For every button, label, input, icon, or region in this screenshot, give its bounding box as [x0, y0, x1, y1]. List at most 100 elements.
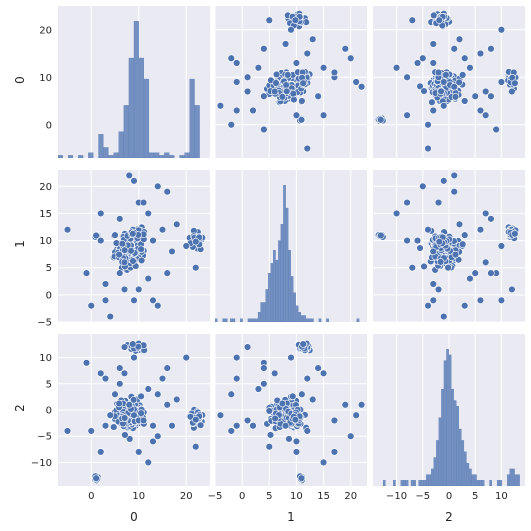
- scatter-point: [377, 116, 385, 124]
- histogram-bar: [426, 474, 429, 486]
- scatter-point: [419, 182, 427, 190]
- x-tick-label: 5: [472, 491, 478, 502]
- x-tick-label: 0: [239, 491, 245, 502]
- panel-content: [63, 339, 206, 485]
- scatter-point: [125, 401, 133, 409]
- scatter-point: [260, 364, 268, 372]
- scatter-point: [413, 59, 422, 67]
- scatter-point: [419, 54, 427, 62]
- scatter-point: [403, 73, 411, 81]
- panel-1-2: [373, 170, 525, 323]
- scatter-point: [130, 411, 138, 419]
- scatter-point: [461, 54, 469, 62]
- scatter-point: [82, 269, 91, 277]
- histogram-bar: [159, 155, 165, 158]
- scatter-point: [319, 458, 328, 467]
- scatter-point: [101, 374, 110, 383]
- y-axis-label-2: 2: [13, 404, 27, 412]
- scatter-point: [271, 369, 279, 378]
- histogram-bar: [517, 474, 520, 486]
- scatter-point: [168, 422, 176, 430]
- scatter-point: [450, 45, 458, 53]
- histogram-bar: [431, 468, 434, 486]
- histogram-bar: [405, 480, 409, 486]
- scatter-point: [260, 125, 268, 134]
- scatter-point: [144, 209, 152, 218]
- histogram-bar: [423, 480, 427, 486]
- histogram-bar: [262, 302, 266, 322]
- histogram-bar: [464, 451, 467, 486]
- panel-0-0: 0 10 20: [39, 6, 210, 158]
- x-tick-label: 20: [180, 491, 193, 502]
- scatter-point: [289, 89, 298, 98]
- scatter-point: [314, 364, 322, 372]
- histogram-bar: [103, 147, 109, 158]
- x-axis-label-1: 1: [287, 510, 295, 524]
- scatter-point: [442, 71, 450, 79]
- scatter-point: [129, 340, 137, 348]
- scatter-point: [97, 369, 105, 378]
- histogram-bar: [418, 480, 421, 486]
- scatter-point: [330, 416, 339, 425]
- scatter-point: [111, 390, 119, 398]
- scatter-point: [416, 244, 424, 252]
- scatter-point: [265, 407, 273, 415]
- scatter-point: [476, 49, 485, 58]
- panel-content: [63, 171, 206, 321]
- scatter-point: [357, 401, 366, 409]
- scatter-point: [511, 79, 519, 87]
- scatter-point: [319, 64, 328, 72]
- histogram-bar: [224, 318, 228, 322]
- histogram-bar: [128, 57, 134, 158]
- histogram-bar: [474, 474, 477, 486]
- y-tick-label: 0: [46, 290, 52, 301]
- histogram-bar: [149, 152, 155, 158]
- scatter-point: [233, 59, 241, 67]
- scatter-point: [149, 422, 157, 430]
- scatter-point: [192, 264, 200, 272]
- scatter-point: [137, 409, 145, 417]
- scatter-point: [154, 302, 162, 310]
- scatter-point: [243, 343, 252, 351]
- histogram-bar: [507, 474, 510, 486]
- scatter-point: [243, 73, 252, 81]
- scatter-point: [476, 296, 485, 304]
- scatter-point: [137, 256, 146, 265]
- scatter-point: [392, 64, 401, 72]
- scatter-point: [233, 422, 241, 430]
- scatter-point: [125, 435, 134, 443]
- scatter-point: [299, 340, 307, 348]
- histogram-bar: [283, 185, 286, 322]
- scatter-point: [192, 416, 200, 424]
- x-tick-label: 10: [495, 491, 508, 502]
- histogram-bar: [489, 480, 492, 486]
- histogram-bar: [278, 240, 281, 322]
- histogram-bar: [118, 131, 124, 158]
- scatter-point: [292, 59, 301, 67]
- histogram-bar: [448, 354, 452, 486]
- scatter-point: [476, 226, 485, 234]
- histogram-bar: [194, 105, 200, 158]
- histogram-bar: [67, 155, 74, 158]
- scatter-point: [149, 437, 157, 446]
- scatter-point: [115, 250, 123, 259]
- scatter-point: [192, 442, 200, 451]
- scatter-point: [450, 83, 458, 91]
- scatter-point: [487, 92, 495, 100]
- scatter-point: [298, 97, 306, 105]
- histogram-bar: [169, 155, 175, 158]
- scatter-point: [420, 87, 428, 95]
- histogram-bar: [108, 155, 114, 158]
- scatter-point: [135, 448, 143, 456]
- scatter-point: [106, 312, 114, 321]
- histogram-bar: [260, 302, 263, 322]
- histogram-bar: [232, 318, 236, 322]
- histogram-bar: [123, 105, 129, 158]
- scatter-point: [429, 296, 437, 304]
- scatter-point: [377, 231, 385, 240]
- x-axis-label-2: 2: [445, 510, 453, 524]
- scatter-point: [87, 427, 95, 435]
- scatter-point: [471, 92, 479, 100]
- scatter-point: [511, 230, 519, 238]
